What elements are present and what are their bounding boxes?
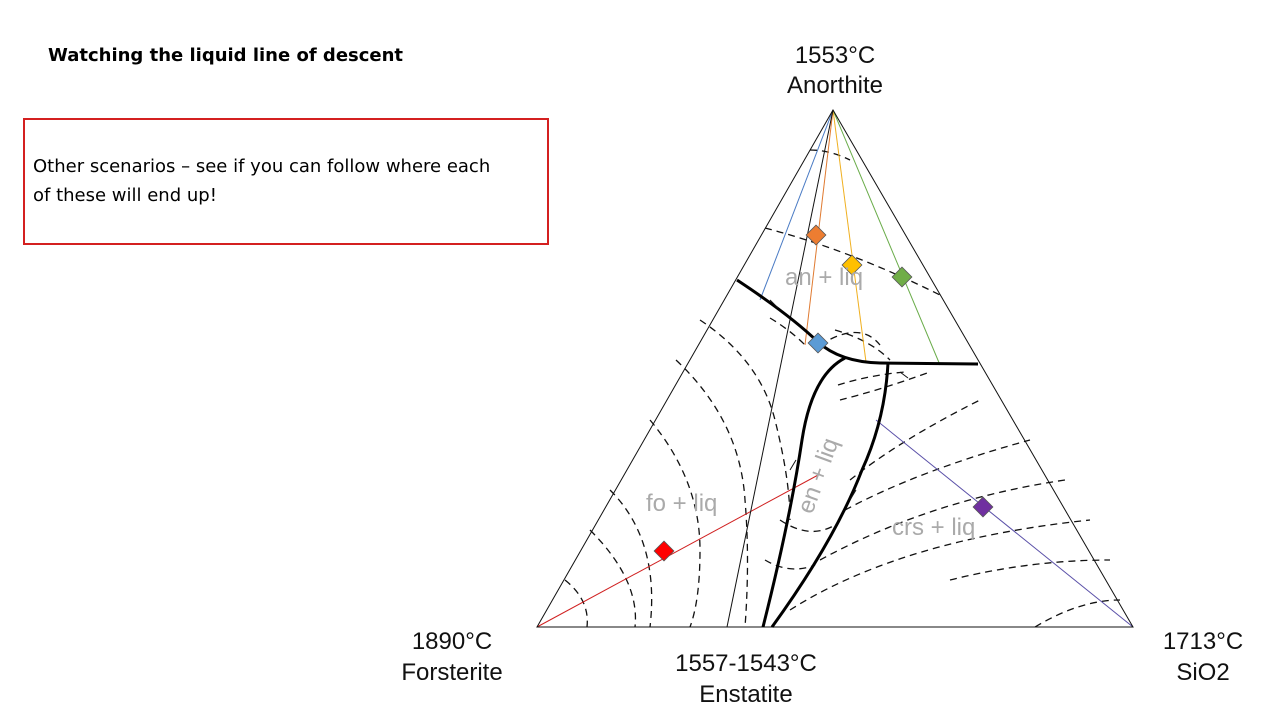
vertex-temperature: 1553°C (795, 42, 875, 69)
vertex-name: Enstatite (699, 681, 792, 708)
vertex-temperature: 1713°C (1163, 628, 1243, 655)
vertex-temperature: 1557-1543°C (675, 650, 817, 677)
vertex-name: Anorthite (787, 72, 883, 99)
note-line: of these will end up! (33, 185, 217, 206)
note-line: Other scenarios – see if you can follow … (33, 156, 490, 177)
vertex-temperature: 1890°C (412, 628, 492, 655)
field-label: an + liq (785, 264, 863, 291)
field-label: fo + liq (646, 490, 717, 517)
field-label: crs + liq (892, 514, 975, 541)
vertex-name: Forsterite (401, 659, 502, 686)
slide-title: Watching the liquid line of descent (48, 45, 403, 66)
ternary-diagram: an + liq fo + liq en + liq crs + liq (536, 108, 1134, 628)
note-box (23, 118, 549, 245)
triangle (536, 108, 1134, 628)
vertex-name: SiO2 (1176, 659, 1229, 686)
